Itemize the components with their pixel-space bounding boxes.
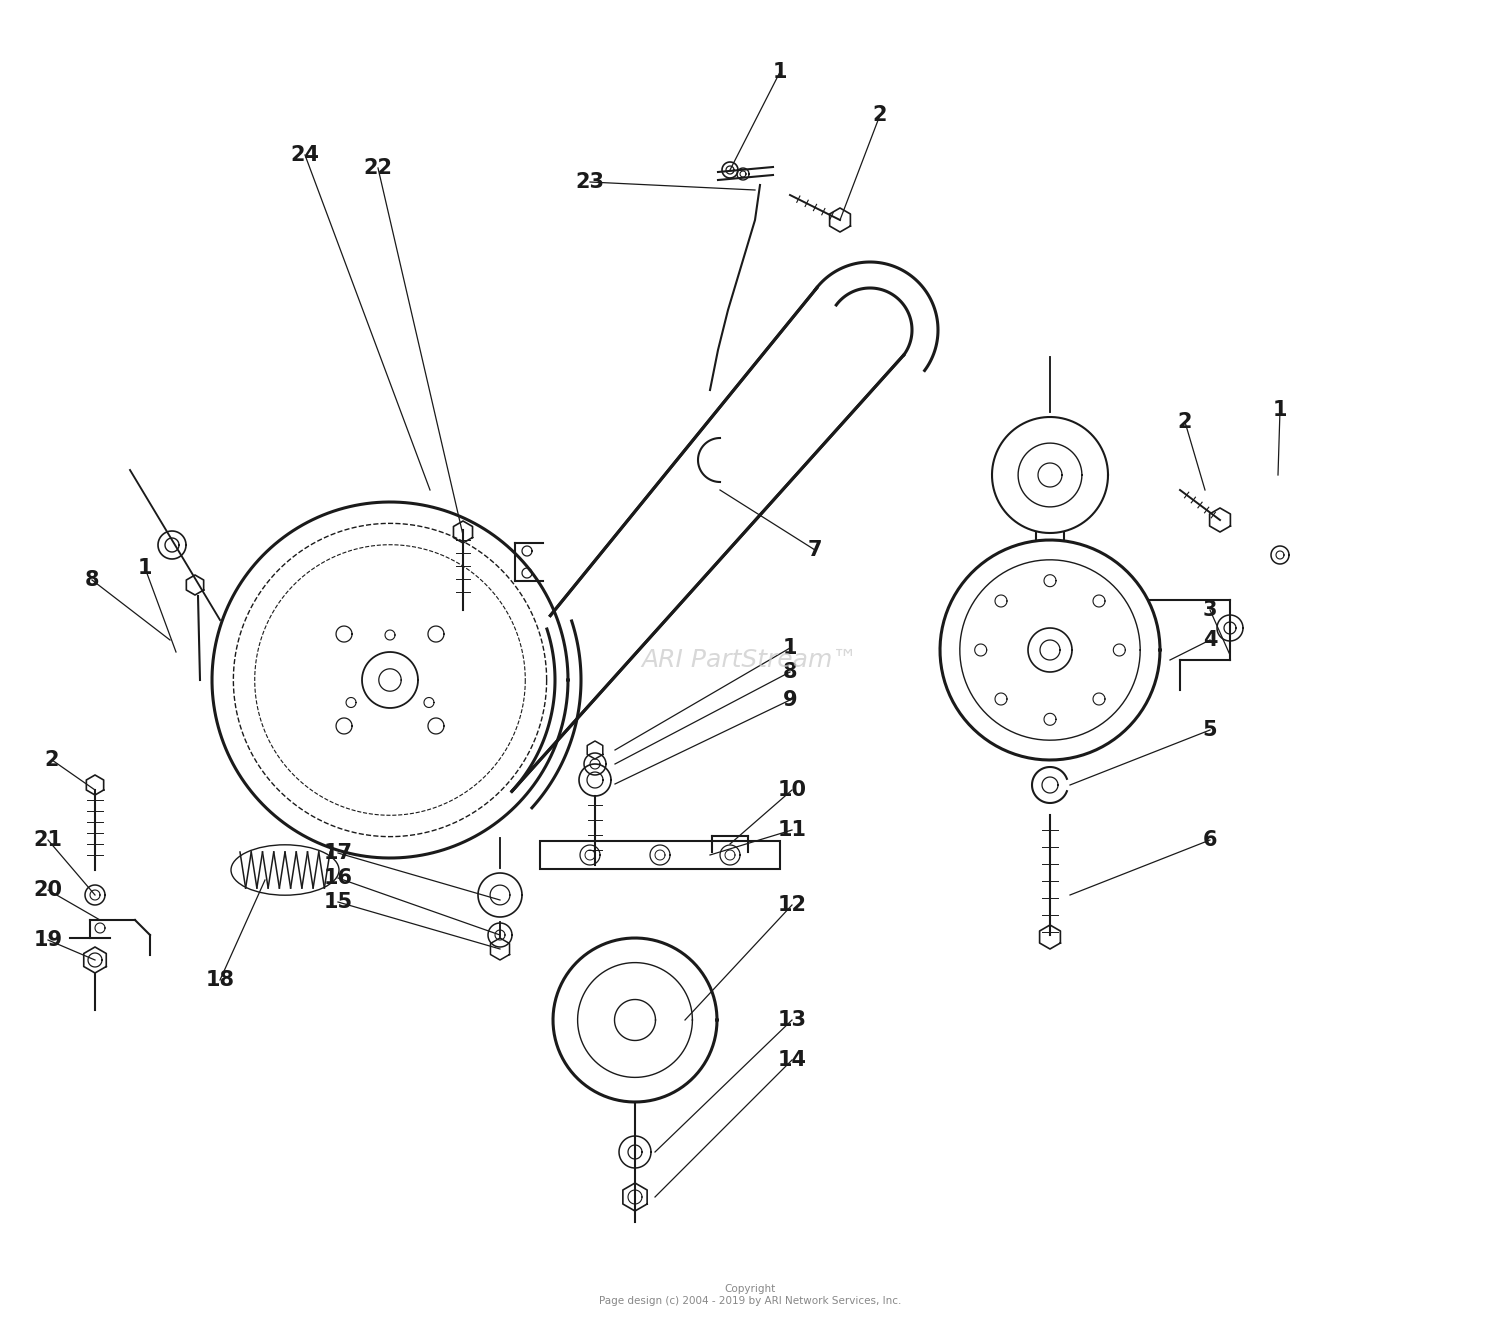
Text: 17: 17	[324, 843, 352, 863]
Text: 24: 24	[291, 145, 320, 165]
Text: 16: 16	[324, 868, 352, 888]
Text: ARI PartStream™: ARI PartStream™	[642, 648, 858, 672]
Text: 1: 1	[772, 62, 788, 82]
Text: 19: 19	[33, 930, 63, 950]
Text: 22: 22	[363, 158, 393, 178]
Text: 9: 9	[783, 690, 798, 710]
Text: 8: 8	[783, 662, 798, 682]
Text: 5: 5	[1203, 720, 1218, 740]
Text: 7: 7	[808, 541, 822, 561]
Text: 14: 14	[777, 1050, 807, 1070]
Text: 18: 18	[206, 970, 234, 990]
Text: 3: 3	[1203, 599, 1218, 619]
Bar	[540, 842, 780, 868]
Text: 4: 4	[1203, 630, 1218, 650]
Text: 6: 6	[1203, 830, 1218, 850]
Text: 1: 1	[138, 558, 153, 578]
Text: 2: 2	[1178, 412, 1192, 432]
Text: 2: 2	[873, 104, 888, 124]
Text: 13: 13	[777, 1010, 807, 1030]
Text: 2: 2	[45, 751, 60, 769]
Text: 10: 10	[777, 780, 807, 800]
Text: 15: 15	[324, 892, 352, 913]
Text: Copyright
Page design (c) 2004 - 2019 by ARI Network Services, Inc.: Copyright Page design (c) 2004 - 2019 by…	[598, 1284, 902, 1306]
Text: 21: 21	[33, 830, 63, 850]
Text: 20: 20	[33, 880, 63, 900]
Text: 8: 8	[86, 570, 99, 590]
Text: 23: 23	[576, 173, 604, 191]
Text: 11: 11	[777, 820, 807, 840]
Text: 1: 1	[1272, 400, 1287, 420]
Text: 12: 12	[777, 895, 807, 915]
Text: 1: 1	[783, 638, 798, 658]
